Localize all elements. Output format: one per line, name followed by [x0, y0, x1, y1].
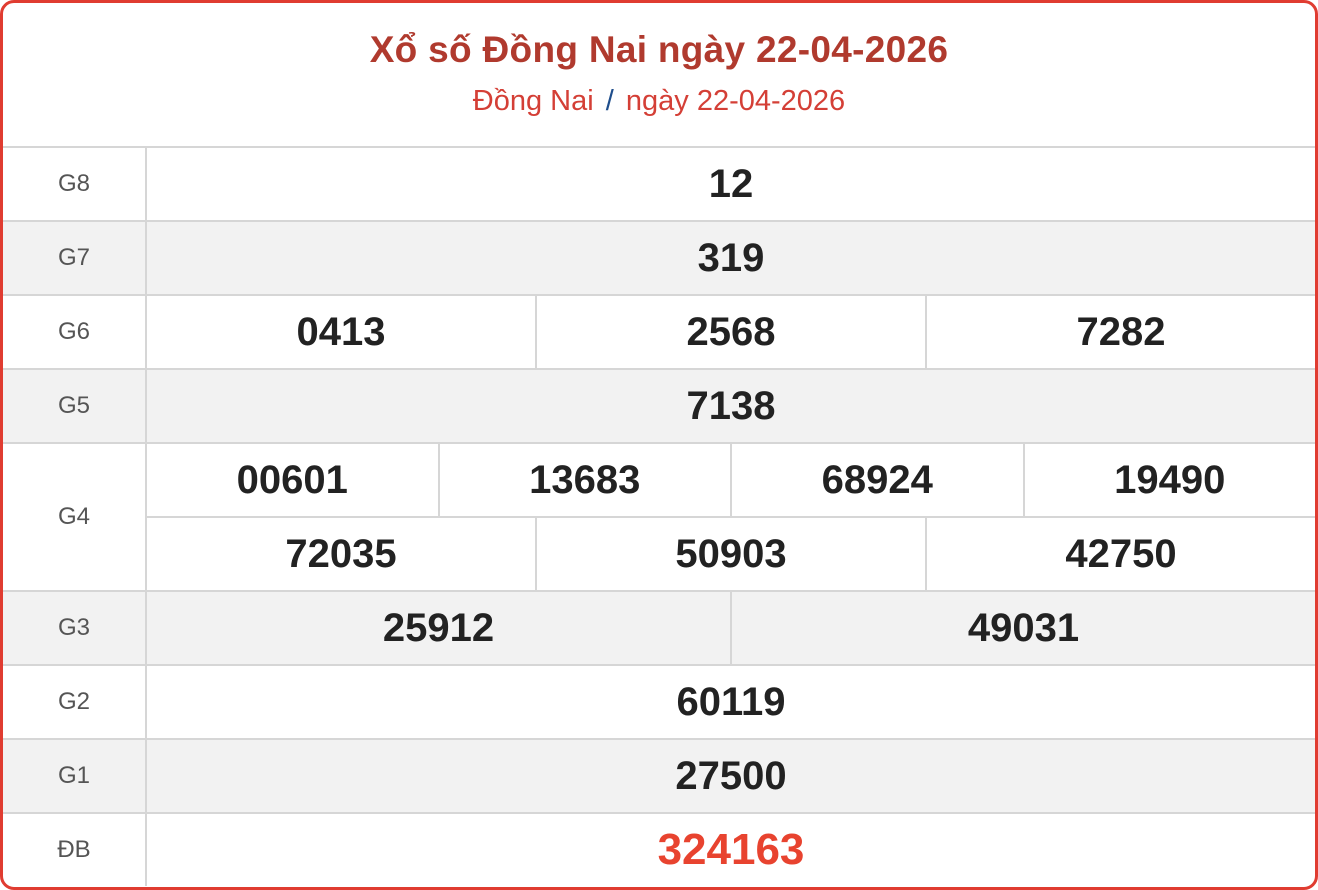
prize-number: 50903 [535, 518, 925, 590]
prize-label: ĐB [3, 814, 147, 886]
prize-subrow: 27500 [147, 740, 1315, 812]
prize-row-g6: G6 0413 2568 7282 [3, 296, 1315, 370]
prize-label: G2 [3, 666, 147, 738]
prize-number: 60119 [676, 679, 786, 724]
prize-label: G3 [3, 592, 147, 664]
prize-subrow: 60119 [147, 666, 1315, 738]
prize-number: 7138 [686, 383, 776, 428]
prize-number: 68924 [730, 444, 1023, 516]
prize-row-g2: G2 60119 [3, 666, 1315, 740]
breadcrumb-province-link[interactable]: Đồng Nai [472, 85, 594, 117]
prize-values: 25912 49031 [147, 592, 1315, 664]
prize-number: 19490 [1022, 444, 1316, 516]
prize-number: 319 [697, 235, 765, 280]
prize-number: 27500 [675, 753, 787, 798]
prize-subrow: 12 [147, 148, 1315, 220]
prize-row-g5: G5 7138 [3, 370, 1315, 444]
prize-label: G6 [3, 296, 147, 368]
prize-values: 324163 [147, 814, 1315, 886]
prize-number: 0413 [296, 309, 386, 354]
prize-number: 25912 [382, 605, 495, 650]
prize-row-g3: G3 25912 49031 [3, 592, 1315, 666]
prize-number: 49031 [730, 592, 1315, 664]
prize-values: 27500 [147, 740, 1315, 812]
prize-label: G8 [3, 148, 147, 220]
prize-subrow: 324163 [147, 814, 1315, 886]
breadcrumb-separator: / [605, 85, 614, 117]
prize-subrow: 25912 49031 [147, 592, 1315, 664]
prize-row-special: ĐB 324163 [3, 814, 1315, 886]
prize-subrow: 00601 13683 68924 19490 [147, 444, 1315, 516]
prize-label: G4 [3, 444, 147, 590]
prize-number: 13683 [437, 444, 731, 516]
prize-number: 2568 [535, 296, 925, 368]
prize-row-g8: G8 12 [3, 148, 1315, 222]
prize-subrow: 0413 2568 7282 [147, 296, 1315, 368]
prize-values: 7138 [147, 370, 1315, 442]
prize-number: 00601 [236, 457, 348, 502]
prize-row-g1: G1 27500 [3, 740, 1315, 814]
prize-values: 319 [147, 222, 1315, 294]
header: Xổ số Đồng Nai ngày 22-04-2026 Đồng Nai … [3, 3, 1315, 146]
prize-number: 42750 [925, 518, 1315, 590]
prize-row-g7: G7 319 [3, 222, 1315, 296]
prize-row-g4: G4 00601 13683 68924 19490 72035 50903 42750 [3, 444, 1315, 592]
prize-values: 12 [147, 148, 1315, 220]
prize-subrow: 72035 50903 42750 [147, 516, 1315, 590]
breadcrumb: Đồng Nai / ngày 22-04-2026 [3, 85, 1315, 118]
prize-number: 324163 [657, 825, 805, 874]
breadcrumb-date-link[interactable]: ngày 22-04-2026 [625, 85, 846, 117]
prize-number: 7282 [925, 296, 1315, 368]
prize-label: G1 [3, 740, 147, 812]
prize-subrow: 319 [147, 222, 1315, 294]
results-table: G8 12 G7 319 G6 0413 2568 7282 G5 7138 G4 00601 1368… [3, 146, 1315, 886]
prize-label: G5 [3, 370, 147, 442]
page-title: Xổ số Đồng Nai ngày 22-04-2026 [369, 29, 949, 70]
prize-values: 60119 [147, 666, 1315, 738]
prize-values: 0413 2568 7282 [147, 296, 1315, 368]
prize-values: 00601 13683 68924 19490 72035 50903 42750 [147, 444, 1315, 590]
prize-subrow: 7138 [147, 370, 1315, 442]
prize-label: G7 [3, 222, 147, 294]
prize-number: 12 [708, 161, 754, 206]
prize-number: 72035 [285, 531, 397, 576]
